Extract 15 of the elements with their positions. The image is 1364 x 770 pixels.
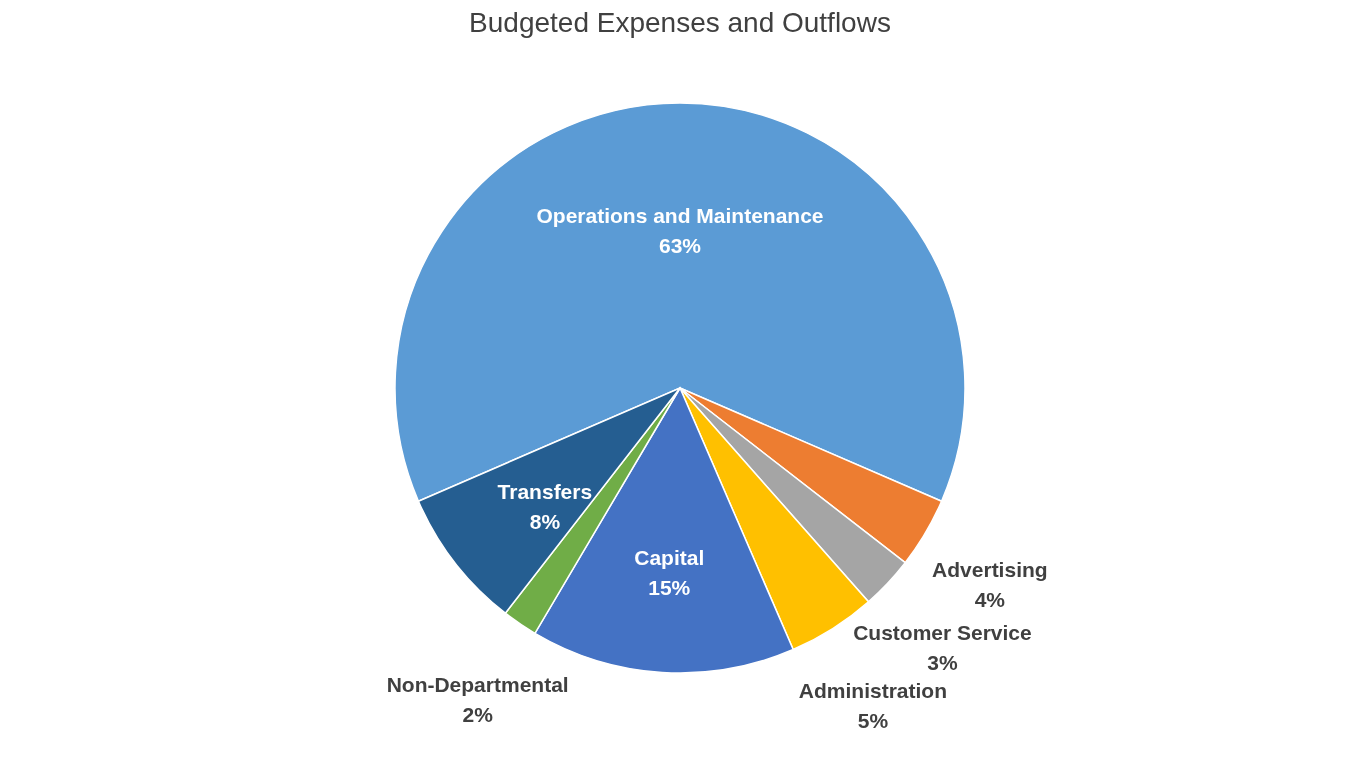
data-label: 15%	[648, 575, 691, 599]
slice-label: Customer Service	[853, 621, 1032, 645]
slice-label: Administration	[798, 678, 947, 702]
chart-title: Budgeted Expenses and Outflows	[469, 7, 891, 38]
data-label: 4%	[974, 588, 1006, 612]
data-label: 3%	[927, 651, 958, 675]
slice-label: Non-Departmental	[386, 672, 569, 696]
slice-label: Operations and Maintenance	[536, 204, 824, 227]
slice-label: Transfers	[497, 479, 593, 503]
slice-label: Capital	[634, 545, 705, 569]
slice-label: Advertising	[932, 558, 1048, 582]
data-label: 63%	[658, 234, 702, 257]
data-label: 2%	[462, 702, 494, 726]
data-label: 5%	[857, 708, 889, 732]
data-label: 8%	[529, 509, 561, 533]
